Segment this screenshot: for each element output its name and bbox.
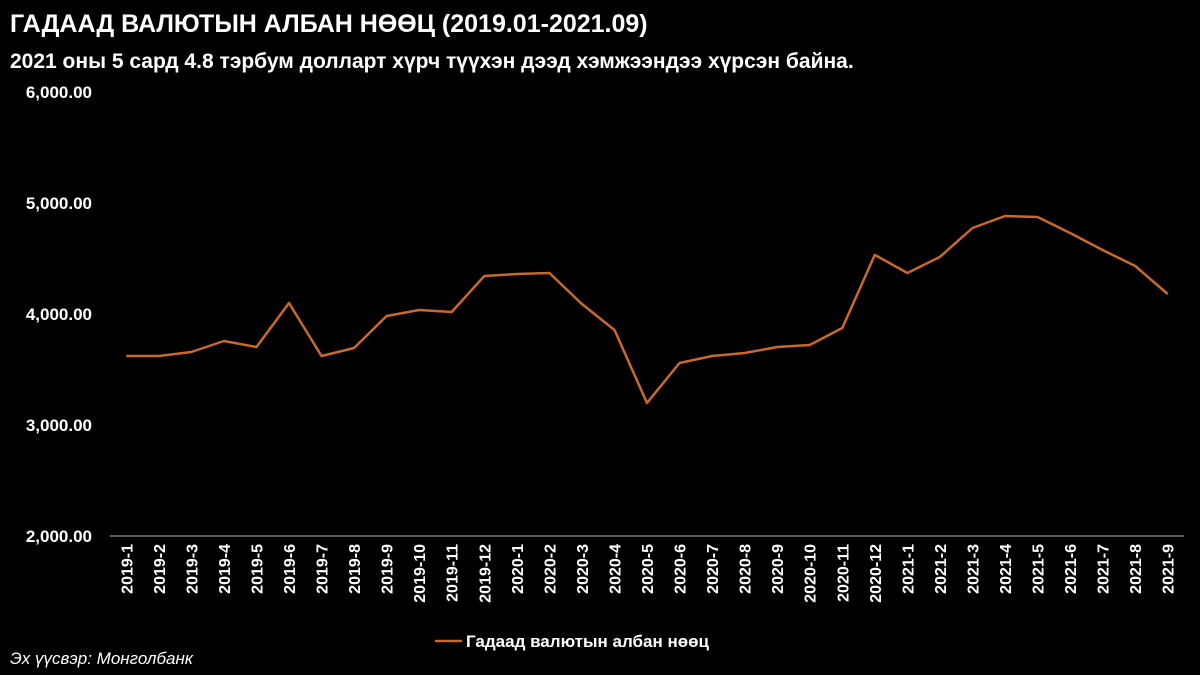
x-tick-label: 2020-4 <box>607 544 624 594</box>
x-tick-label: 2019-10 <box>412 544 429 603</box>
x-tick-label: 2020-3 <box>575 544 592 594</box>
data-line <box>126 214 1169 405</box>
x-tick-label: 2019-6 <box>282 544 299 594</box>
x-tick-label: 2020-5 <box>640 544 657 594</box>
x-tick-label: 2021-2 <box>933 544 950 594</box>
y-tick-label: 2,000.00 <box>26 527 92 546</box>
x-tick-label: 2019-2 <box>152 544 169 594</box>
x-tick-label: 2021-5 <box>1031 544 1048 594</box>
x-tick-label: 2021-4 <box>998 544 1015 594</box>
x-tick-label: 2021-1 <box>900 544 917 594</box>
x-tick-label: 2019-1 <box>119 544 136 594</box>
x-tick-label: 2020-7 <box>705 544 722 594</box>
x-tick-label: 2020-1 <box>510 544 527 594</box>
x-tick-label: 2021-8 <box>1128 544 1145 594</box>
x-tick-label: 2019-7 <box>315 544 332 594</box>
x-tick-label: 2019-11 <box>445 544 462 602</box>
x-tick-label: 2021-6 <box>1063 544 1080 594</box>
x-tick-label: 2019-3 <box>184 544 201 594</box>
y-tick-label: 3,000.00 <box>26 416 92 435</box>
x-tick-label: 2020-6 <box>673 544 690 594</box>
y-tick-label: 6,000.00 <box>26 83 92 102</box>
x-tick-label: 2020-12 <box>868 544 885 603</box>
x-tick-label: 2020-2 <box>542 544 559 594</box>
x-tick-label: 2019-8 <box>347 544 364 594</box>
legend-label: Гадаад валютын албан нөөц <box>466 632 710 651</box>
y-tick-label: 5,000.00 <box>26 194 92 213</box>
x-tick-label: 2020-10 <box>803 544 820 603</box>
x-tick-label: 2019-5 <box>249 544 266 594</box>
x-tick-label: 2020-11 <box>835 544 852 602</box>
x-tick-label: 2021-7 <box>1096 544 1113 594</box>
x-tick-label: 2020-9 <box>770 544 787 594</box>
chart-title: ГАДААД ВАЛЮТЫН АЛБАН НӨӨЦ (2019.01-2021.… <box>10 10 648 38</box>
x-tick-label: 2019-4 <box>217 544 234 594</box>
source-note: Эх үүсвэр: Монголбанк <box>10 649 194 668</box>
x-tick-label: 2021-9 <box>1161 544 1178 594</box>
x-tick-label: 2019-9 <box>380 544 397 594</box>
x-tick-label: 2021-3 <box>965 544 982 594</box>
chart-subtitle: 2021 оны 5 сард 4.8 тэрбум долларт хүрч … <box>10 50 854 73</box>
y-tick-label: 4,000.00 <box>26 305 92 324</box>
x-tick-label: 2019-12 <box>477 544 494 603</box>
x-tick-label: 2020-8 <box>738 544 755 594</box>
